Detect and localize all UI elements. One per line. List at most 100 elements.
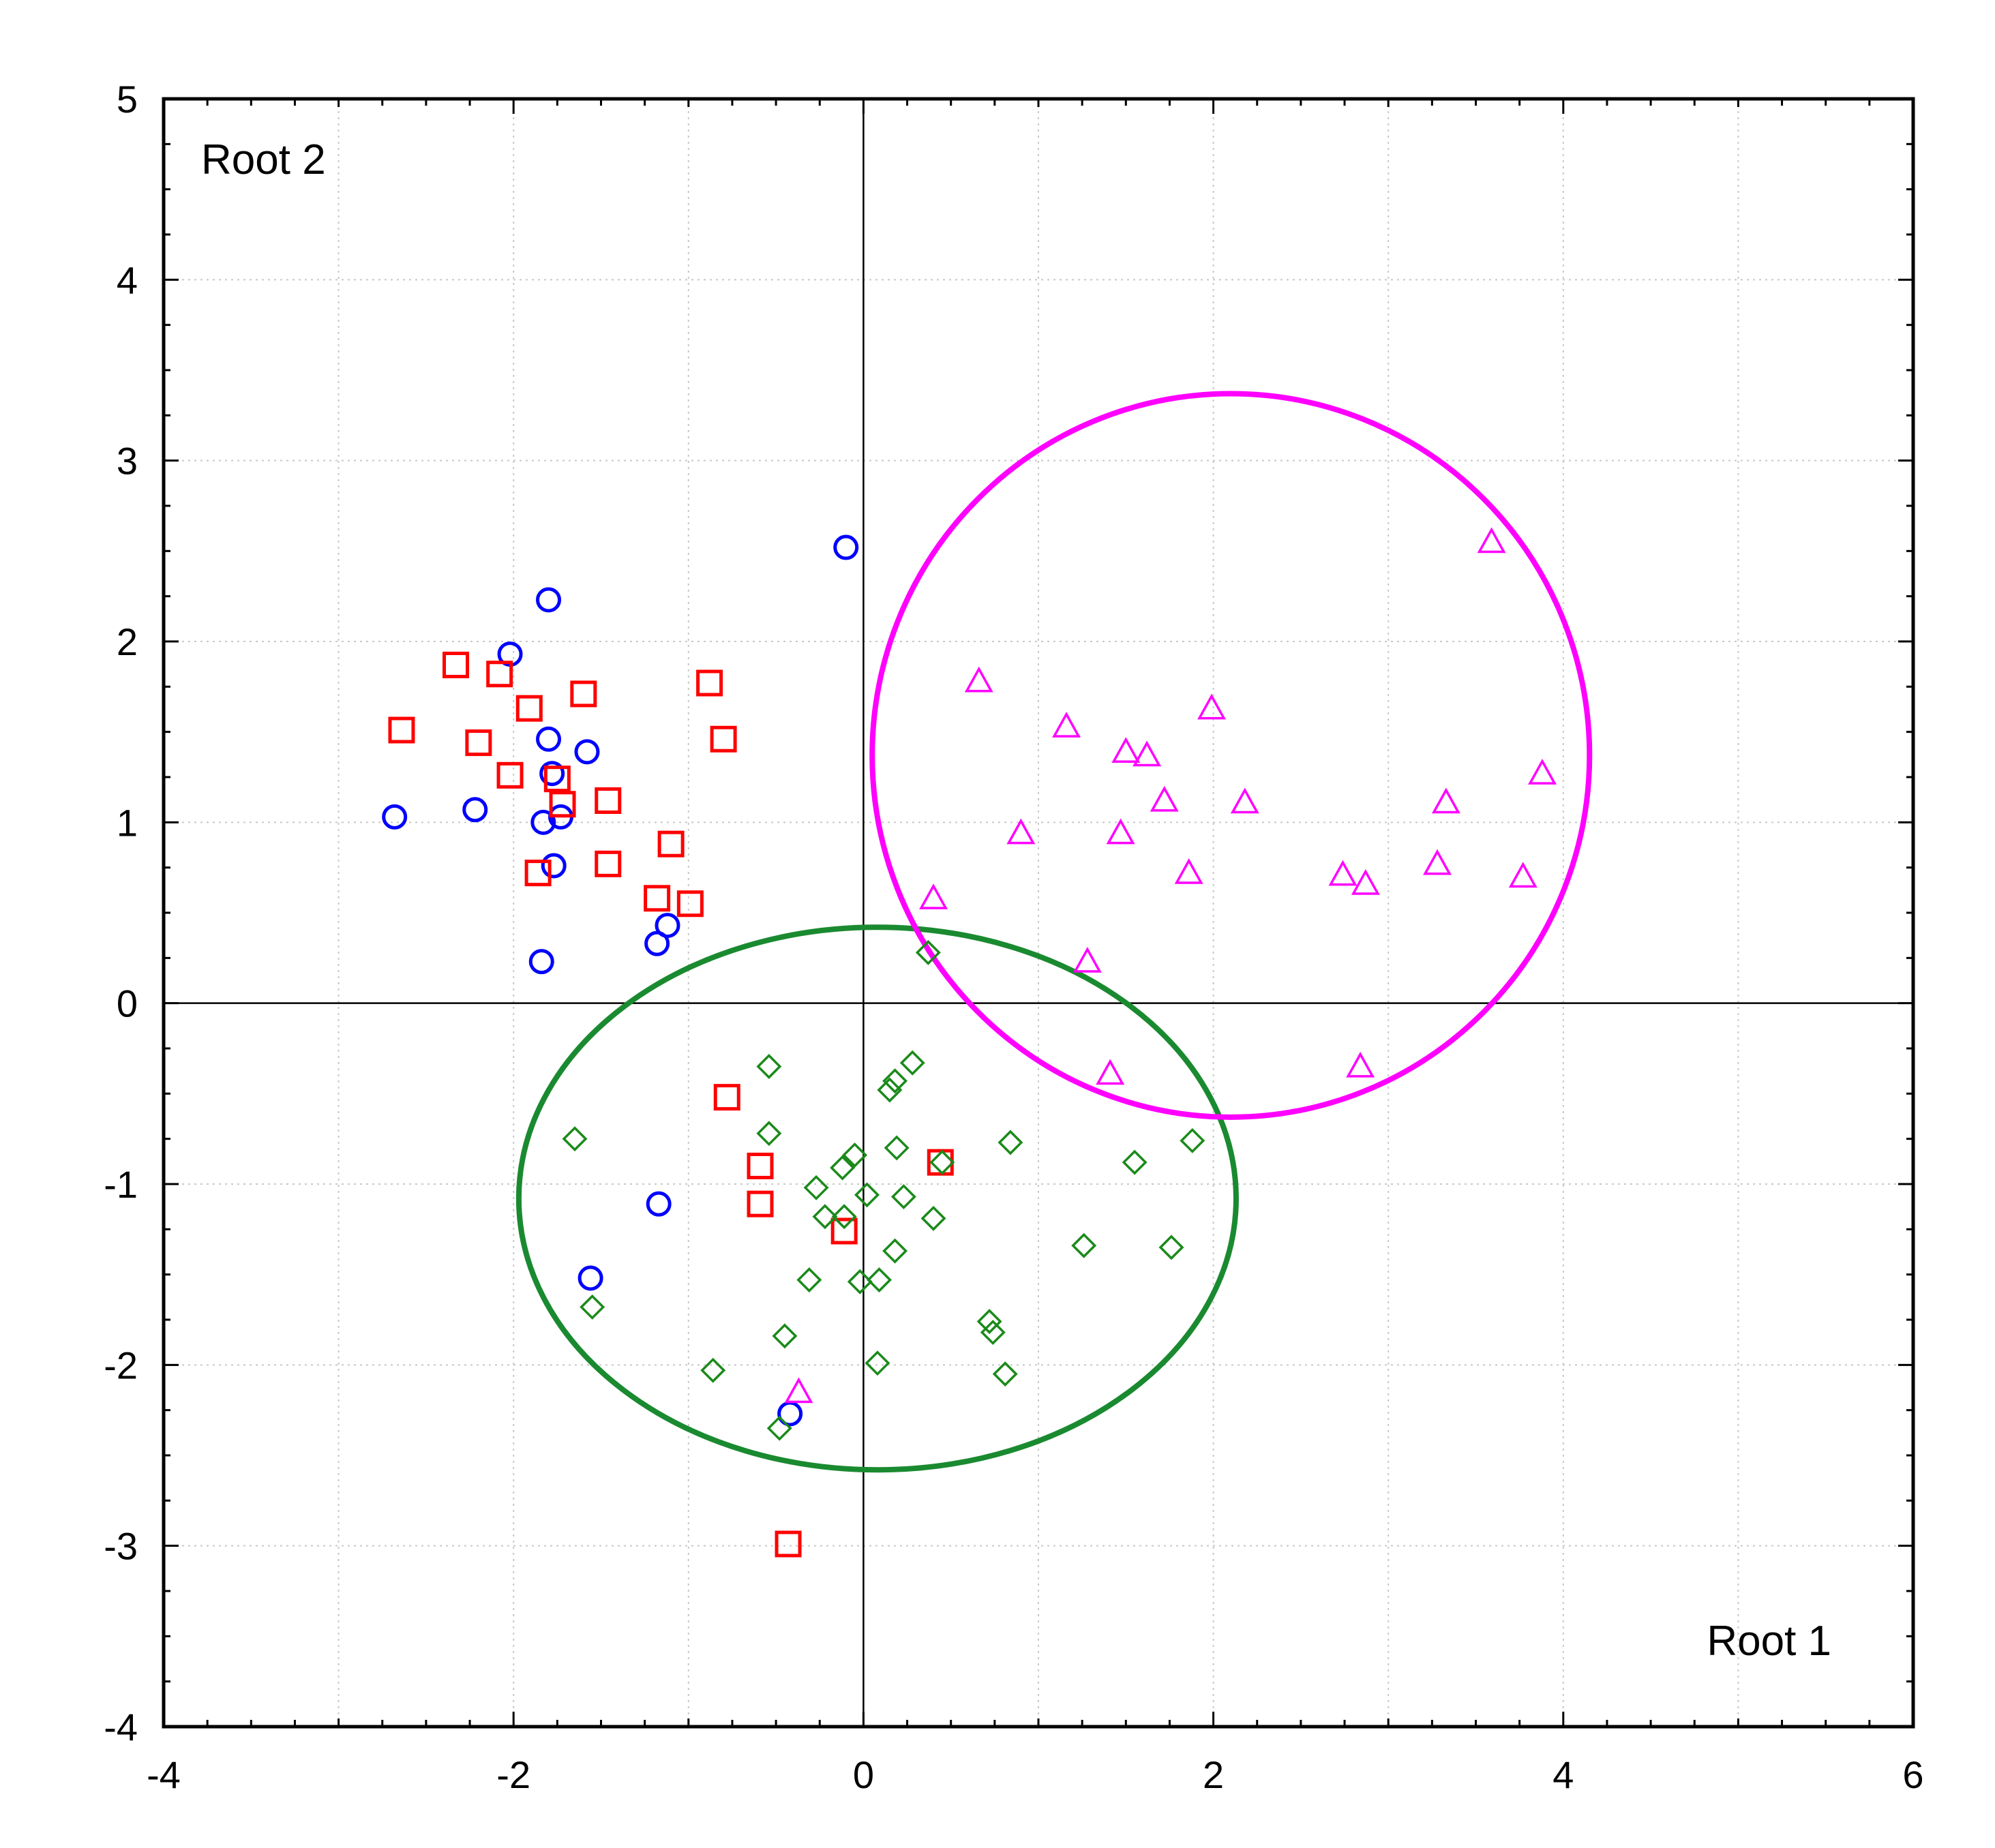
axis-ticks xyxy=(162,97,1915,1728)
y-axis-title: Root 2 xyxy=(201,136,326,183)
circle-point xyxy=(541,853,567,879)
triangle-point xyxy=(1477,527,1506,554)
triangle-point xyxy=(1006,818,1036,845)
triangle-point xyxy=(1052,712,1081,738)
y-tick-label: 3 xyxy=(117,440,138,483)
triangle-point xyxy=(1174,858,1203,884)
triangle-point xyxy=(1346,1051,1375,1078)
circle-point xyxy=(536,726,562,752)
diamond-point xyxy=(980,1320,1006,1346)
triangle-point xyxy=(1431,787,1460,814)
diamond-point xyxy=(1071,1232,1097,1258)
triangle-point xyxy=(919,883,948,909)
square-point xyxy=(595,787,622,814)
square-point xyxy=(713,1084,740,1111)
square-point xyxy=(549,791,576,818)
y-tick-label: -3 xyxy=(104,1525,138,1568)
diamond-point xyxy=(865,1350,890,1376)
y-tick-label: 0 xyxy=(117,982,138,1025)
x-axis-title: Root 1 xyxy=(1707,1618,1831,1665)
diamond-point xyxy=(867,1267,892,1293)
diamond-point xyxy=(756,1054,782,1080)
triangle-point xyxy=(1072,947,1102,973)
diamond-point xyxy=(796,1267,822,1293)
circle-point xyxy=(539,761,565,787)
grid-lines xyxy=(164,99,1913,1727)
circle-point xyxy=(530,809,556,835)
square-point xyxy=(644,885,671,912)
square-point xyxy=(496,761,524,789)
diamond-point xyxy=(882,1068,908,1094)
diamond-point xyxy=(854,1182,880,1208)
confidence-ellipses xyxy=(515,391,1593,1473)
zero-lines xyxy=(164,99,1913,1727)
magenta-ellipse xyxy=(869,391,1593,1120)
diamond-point xyxy=(562,1126,588,1152)
square-point xyxy=(710,725,737,753)
diamond-point xyxy=(580,1294,605,1320)
triangle-point xyxy=(1111,737,1141,763)
diamond-point xyxy=(915,939,941,965)
diamond-point xyxy=(920,1205,946,1231)
square-point xyxy=(657,830,685,858)
triangle-point xyxy=(1423,849,1452,875)
square-point xyxy=(775,1530,802,1558)
square-point xyxy=(388,716,415,744)
green-ellipse xyxy=(515,924,1239,1473)
diamond-point xyxy=(847,1269,873,1294)
circle-point xyxy=(462,797,488,823)
triangle-point xyxy=(1096,1059,1125,1085)
diamond-point xyxy=(890,1184,916,1210)
triangle-point xyxy=(1132,740,1162,767)
diamond-point xyxy=(766,1415,792,1441)
triangle-point xyxy=(1197,693,1227,720)
circle-point xyxy=(536,587,562,613)
square-point xyxy=(747,1152,774,1179)
data-points xyxy=(382,527,1557,1558)
diamond-point xyxy=(992,1361,1018,1387)
square-point xyxy=(486,661,513,688)
diamond-point xyxy=(756,1121,782,1147)
diamond-point xyxy=(997,1130,1023,1155)
diamond-point xyxy=(842,1142,868,1168)
diamond-point xyxy=(803,1175,829,1200)
diamond-point xyxy=(772,1323,798,1349)
triangle-point xyxy=(1150,785,1179,812)
diamond-point xyxy=(899,1050,925,1076)
y-tick-label: 4 xyxy=(117,258,138,301)
diamond-point xyxy=(884,1135,910,1161)
x-tick-label: -4 xyxy=(147,1753,181,1796)
square-point xyxy=(676,890,704,918)
square-point xyxy=(442,651,470,678)
circle-point xyxy=(833,534,859,560)
square-point xyxy=(543,766,571,793)
y-tick-label: 1 xyxy=(117,801,138,844)
y-tick-label: 2 xyxy=(117,620,138,663)
diamond-point xyxy=(882,1238,908,1264)
square-point xyxy=(830,1217,858,1245)
x-tick-label: -2 xyxy=(496,1753,530,1796)
plot-frame xyxy=(162,97,1915,1729)
triangle-point xyxy=(1508,862,1537,888)
y-tick-label: -4 xyxy=(104,1706,138,1748)
diamond-point xyxy=(1158,1234,1184,1260)
square-point xyxy=(465,729,492,757)
tick-labels: -4 -2 0 2 4 6 5 4 3 2 1 0 -1 -2 -3 -4 xyxy=(104,78,1923,1796)
triangle-point xyxy=(964,666,993,693)
circle-point xyxy=(574,739,600,765)
diamond-point xyxy=(830,1155,856,1181)
square-point xyxy=(747,1190,774,1217)
square-point xyxy=(595,850,622,877)
triangle-point xyxy=(1351,868,1380,895)
triangle-point xyxy=(784,1377,813,1404)
square-point xyxy=(570,680,597,708)
square-point xyxy=(524,860,552,887)
circle-point xyxy=(646,1191,672,1217)
square-point xyxy=(696,669,723,697)
x-tick-label: 6 xyxy=(1902,1753,1923,1796)
triangle-point xyxy=(1328,860,1358,886)
circle-point xyxy=(655,913,680,939)
square-point xyxy=(515,695,543,722)
y-tick-label: -1 xyxy=(104,1163,138,1206)
